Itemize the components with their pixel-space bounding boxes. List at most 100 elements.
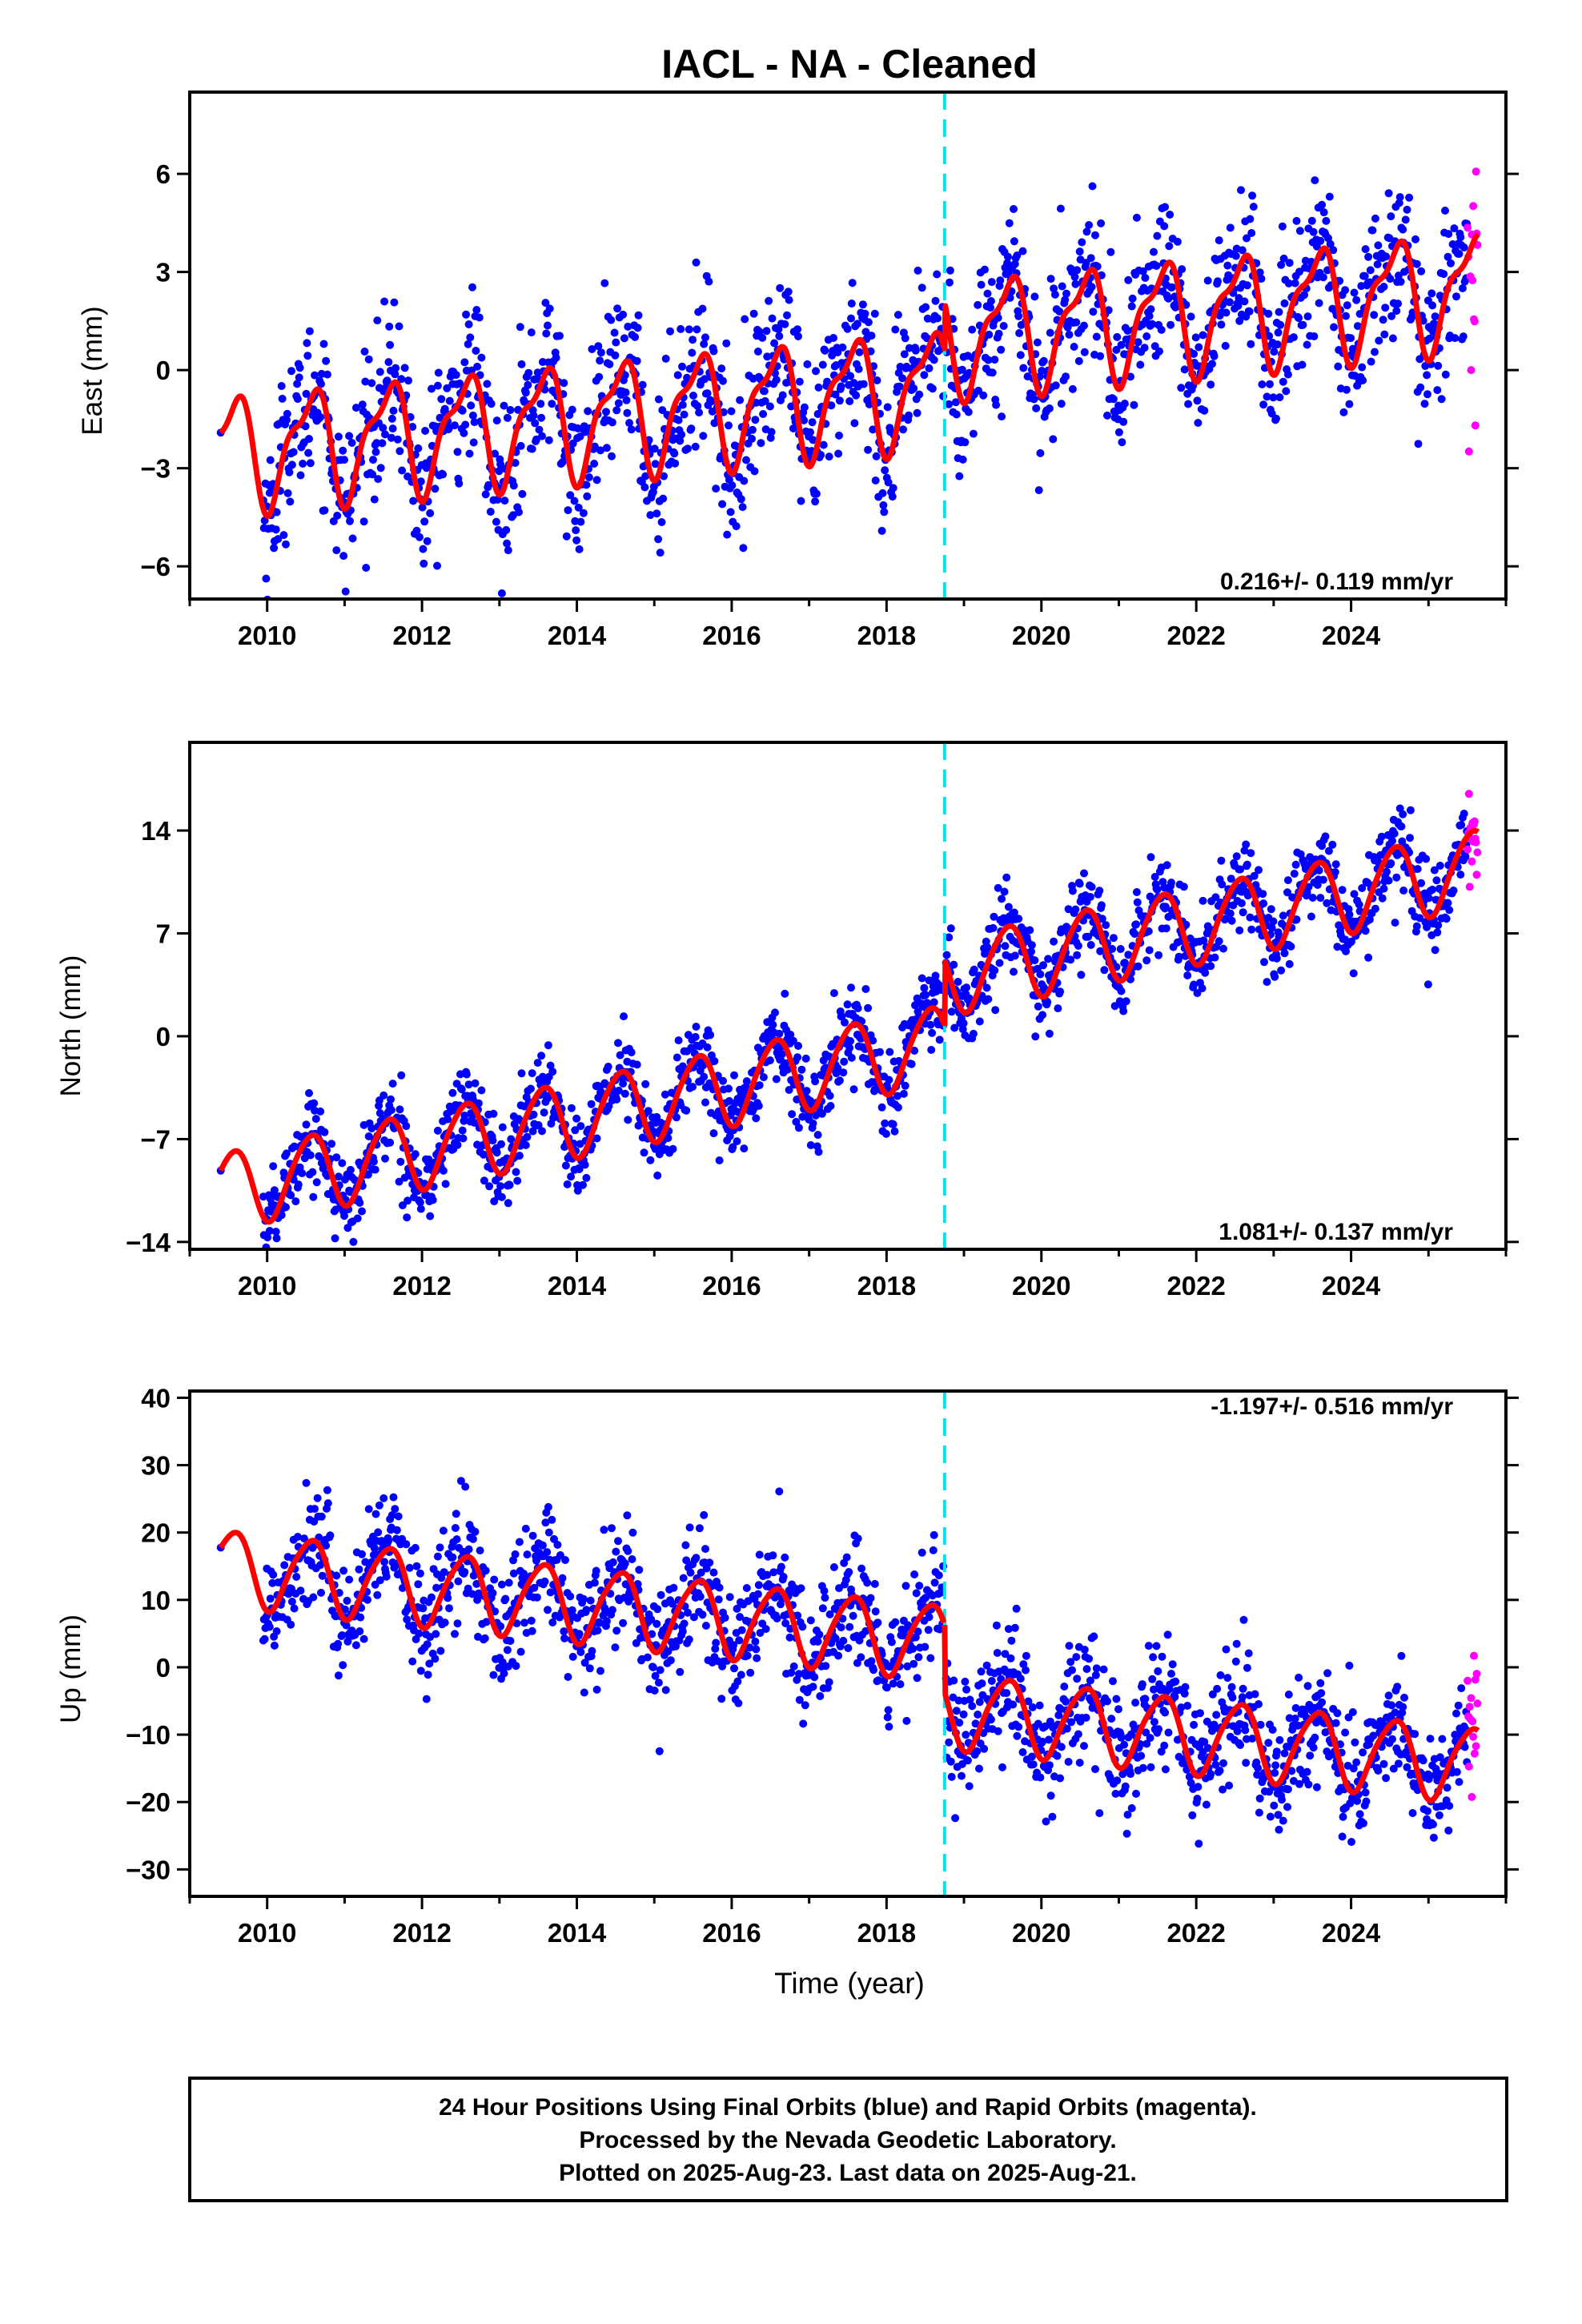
up-final-point	[845, 1568, 853, 1576]
east-final-point	[640, 483, 649, 492]
east-final-point	[1273, 340, 1282, 349]
east-final-point	[473, 362, 482, 371]
north-final-point	[1002, 873, 1011, 882]
north-final-point	[1277, 966, 1286, 975]
up-final-point	[311, 1505, 319, 1514]
east-final-point	[1134, 338, 1142, 347]
east-final-point	[1311, 176, 1319, 185]
up-final-point	[789, 1662, 798, 1671]
east-final-point	[404, 376, 412, 385]
up-final-point	[820, 1586, 829, 1595]
east-final-point	[384, 358, 393, 367]
north-final-point	[332, 1153, 341, 1162]
up-final-point	[460, 1568, 469, 1576]
east-final-point	[1070, 343, 1078, 351]
up-final-point	[370, 1544, 379, 1553]
north-final-point	[548, 1068, 557, 1076]
east-final-point	[1091, 231, 1099, 239]
north-final-point	[1259, 899, 1268, 908]
east-final-point	[654, 395, 663, 404]
east-final-point	[287, 367, 295, 376]
east-final-point	[1387, 312, 1396, 320]
north-final-point	[471, 1079, 480, 1088]
up-final-point	[643, 1653, 652, 1662]
east-x-tick-label: 2022	[1166, 621, 1225, 650]
east-final-point	[619, 310, 628, 319]
north-final-point	[1004, 903, 1013, 911]
north-final-point	[809, 1119, 817, 1128]
up-final-point	[1022, 1651, 1030, 1660]
up-final-point	[373, 1590, 382, 1599]
north-final-point	[355, 1198, 364, 1207]
north-final-point	[890, 1127, 899, 1136]
north-rapid-point	[1472, 838, 1480, 846]
east-final-point	[426, 509, 435, 517]
north-final-point	[416, 1204, 425, 1213]
east-final-point	[1444, 230, 1453, 239]
east-final-point	[795, 377, 804, 386]
east-final-point	[625, 419, 633, 428]
north-final-point	[1267, 905, 1275, 914]
north-final-point	[1190, 980, 1199, 989]
north-final-point	[1285, 959, 1294, 968]
east-final-point	[693, 325, 701, 334]
east-final-point	[1380, 330, 1389, 339]
north-final-point	[1434, 921, 1443, 930]
east-final-point	[1061, 296, 1070, 304]
east-final-point	[732, 522, 741, 531]
north-final-point	[1342, 947, 1350, 955]
east-final-point	[583, 492, 592, 501]
north-final-point	[546, 1061, 555, 1070]
east-final-point	[879, 501, 888, 509]
east-final-point	[1292, 216, 1301, 225]
east-final-point	[1015, 329, 1024, 337]
east-final-point	[1423, 390, 1431, 399]
north-final-point	[1211, 953, 1219, 962]
east-final-point	[1291, 279, 1299, 287]
north-final-point	[813, 1131, 822, 1140]
north-final-point	[387, 1106, 396, 1115]
east-final-point	[468, 411, 477, 420]
north-final-point	[448, 1088, 457, 1097]
east-final-point	[1005, 219, 1014, 227]
north-final-point	[1010, 967, 1018, 976]
north-final-point	[477, 1086, 486, 1095]
up-final-point	[652, 1619, 661, 1628]
east-final-point	[1215, 236, 1223, 245]
east-final-point	[1450, 224, 1459, 233]
north-final-point	[1050, 937, 1058, 946]
up-final-point	[481, 1566, 490, 1575]
north-final-point	[1460, 810, 1468, 818]
east-final-point	[1439, 270, 1448, 279]
east-final-point	[794, 332, 802, 340]
east-final-point	[610, 328, 619, 337]
up-final-point	[363, 1595, 371, 1604]
east-final-point	[594, 342, 603, 351]
up-final-point	[849, 1611, 857, 1620]
north-final-point	[1272, 954, 1281, 963]
north-final-point	[627, 1048, 636, 1057]
east-final-point	[385, 322, 394, 331]
east-final-point	[979, 391, 988, 400]
up-final-point	[926, 1654, 935, 1663]
up-final-point	[343, 1596, 351, 1605]
up-final-point	[1228, 1693, 1237, 1702]
east-final-point	[1381, 304, 1390, 312]
up-final-point	[355, 1565, 363, 1574]
up-final-point	[754, 1581, 763, 1590]
north-final-point	[1000, 887, 1009, 896]
up-final-point	[444, 1594, 452, 1602]
north-final-point	[308, 1168, 317, 1176]
north-final-point	[1001, 942, 1010, 951]
up-final-point	[380, 1558, 389, 1566]
up-final-point	[1268, 1726, 1277, 1734]
east-final-point	[322, 356, 331, 365]
north-final-point	[371, 1165, 379, 1174]
east-final-point	[759, 410, 768, 418]
east-final-point	[659, 494, 668, 503]
north-final-point	[1031, 1032, 1040, 1041]
east-final-point	[612, 406, 621, 415]
north-final-point	[504, 1199, 512, 1208]
north-final-point	[947, 1007, 956, 1016]
east-final-point	[760, 387, 769, 396]
